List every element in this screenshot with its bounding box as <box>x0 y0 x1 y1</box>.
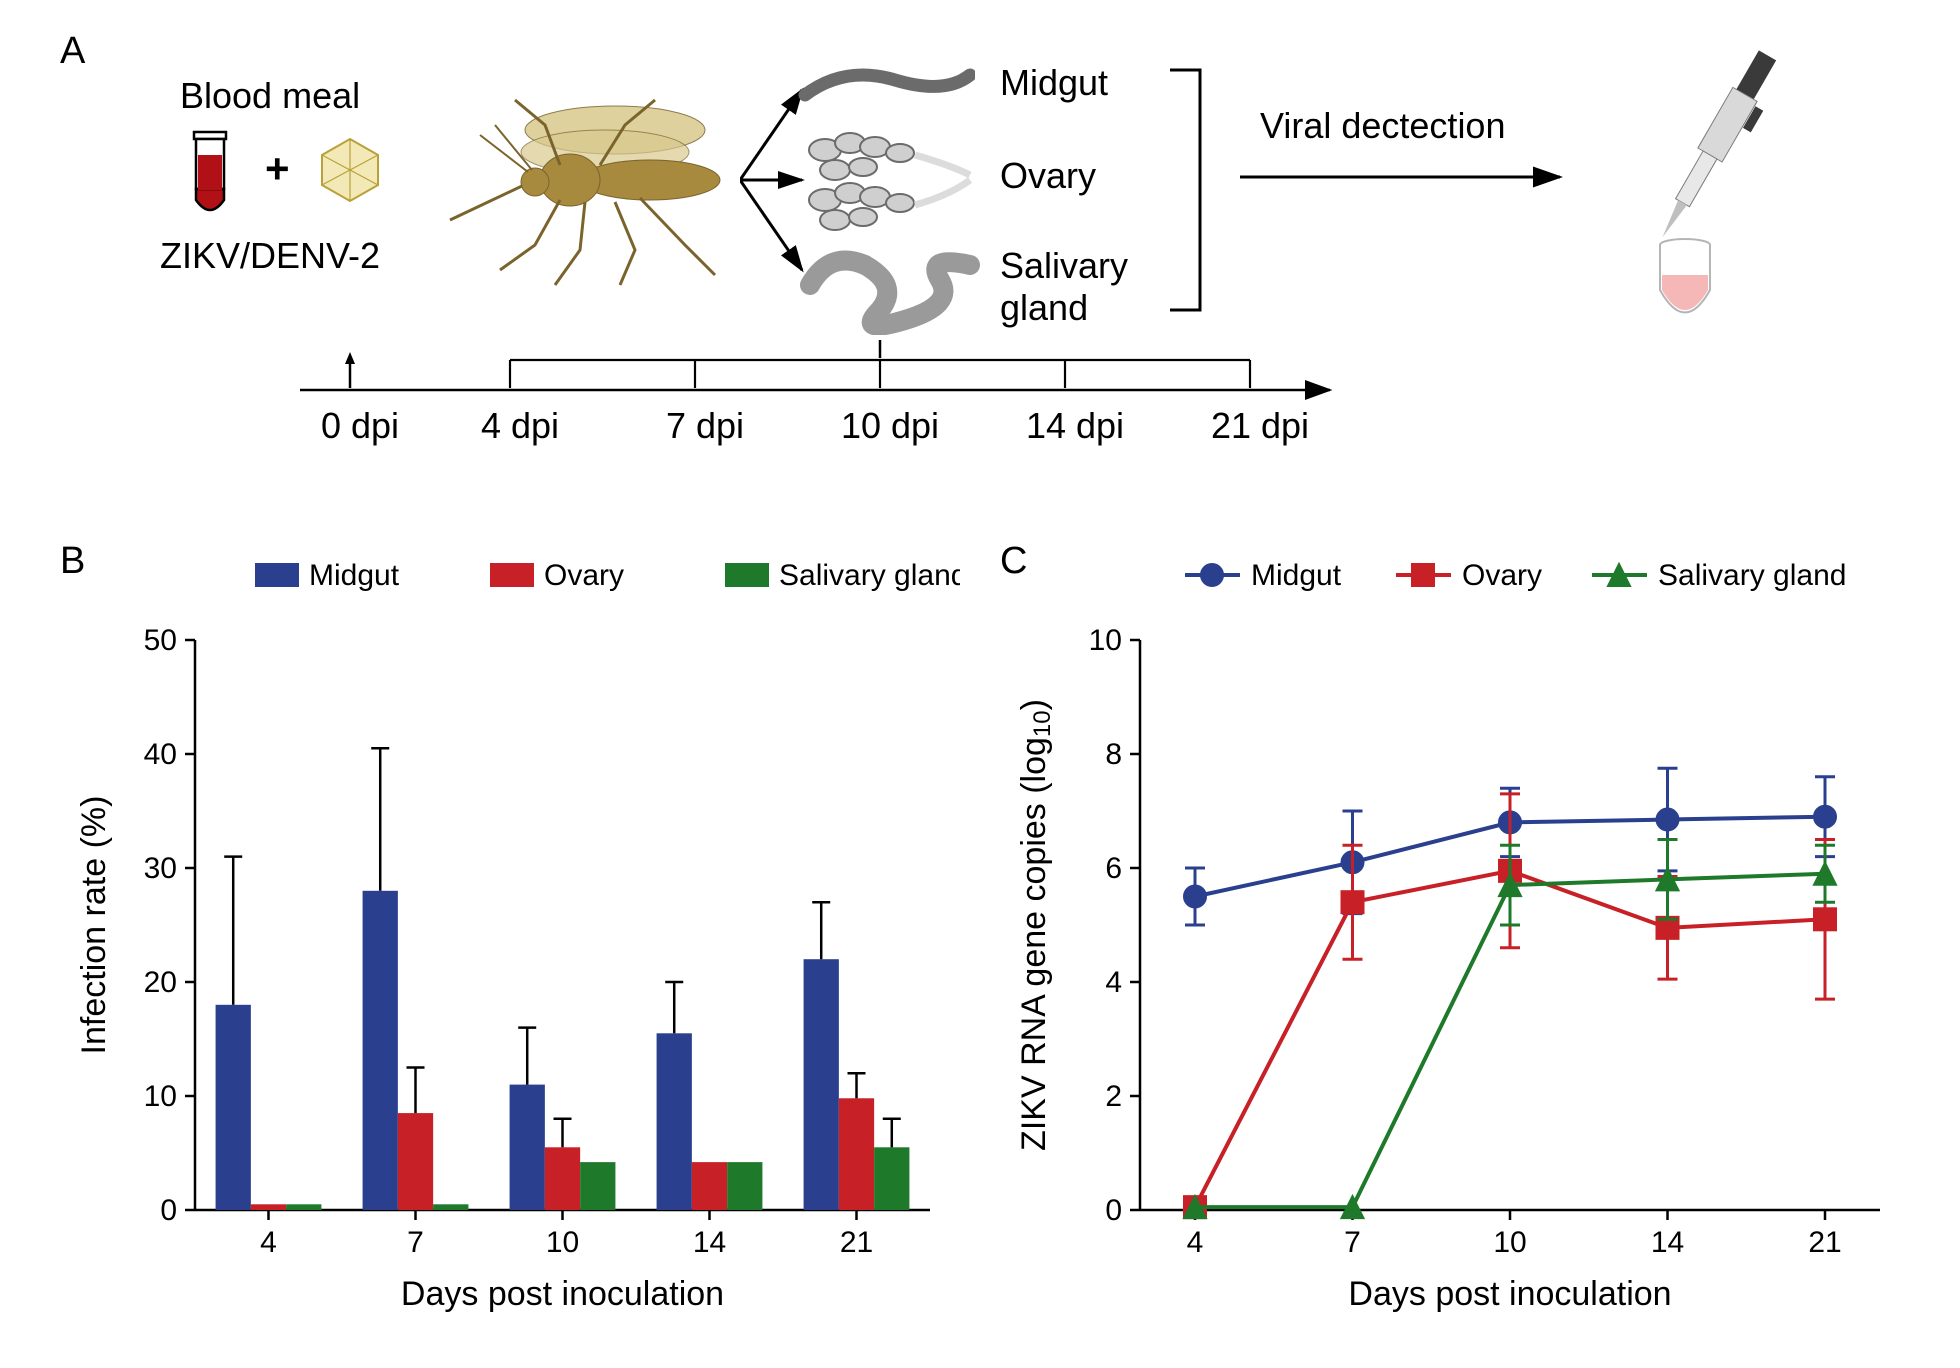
svg-text:10: 10 <box>1493 1226 1526 1259</box>
svg-text:50: 50 <box>144 624 177 657</box>
svg-text:0: 0 <box>1105 1194 1122 1227</box>
blood-meal-label: Blood meal <box>180 75 360 117</box>
panel-a-label: A <box>60 30 85 73</box>
svg-text:10: 10 <box>1089 624 1122 657</box>
timeline-tick-0: 0 dpi <box>300 405 420 447</box>
svg-text:0: 0 <box>160 1194 177 1227</box>
svg-text:21: 21 <box>1808 1226 1841 1259</box>
ovary-label: Ovary <box>1000 155 1096 197</box>
svg-text:Days post inoculation: Days post inoculation <box>401 1275 724 1313</box>
panel-b: B MidgutOvarySalivary gland0102030405047… <box>60 540 960 1340</box>
svg-text:10: 10 <box>546 1226 579 1259</box>
svg-text:4: 4 <box>1105 966 1122 999</box>
salivary-text-line1: Salivary <box>1000 245 1128 286</box>
blood-vial-icon <box>180 130 240 220</box>
svg-text:14: 14 <box>693 1226 726 1259</box>
panel-c: C MidgutOvarySalivary gland0246810471014… <box>1000 540 1920 1340</box>
svg-text:Midgut: Midgut <box>1251 559 1342 592</box>
svg-text:20: 20 <box>144 966 177 999</box>
svg-text:Salivary gland: Salivary gland <box>1658 559 1846 592</box>
svg-text:Salivary gland: Salivary gland <box>779 559 960 592</box>
svg-text:Infection rate (%): Infection rate (%) <box>75 796 113 1055</box>
svg-text:7: 7 <box>407 1226 424 1259</box>
svg-text:14: 14 <box>1651 1226 1684 1259</box>
timeline-icon <box>290 340 1350 440</box>
plus-icon: + <box>265 145 290 193</box>
salivary-label1: Salivary gland <box>1000 245 1128 329</box>
svg-text:Ovary: Ovary <box>1462 559 1542 592</box>
virus-names-label: ZIKV/DENV-2 <box>160 235 380 277</box>
tube-icon <box>1645 235 1725 345</box>
panel-a: A Blood meal + ZIKV/DENV-2 <box>60 30 1900 470</box>
svg-text:2: 2 <box>1105 1080 1122 1113</box>
svg-text:6: 6 <box>1105 852 1122 885</box>
svg-text:4: 4 <box>1187 1226 1204 1259</box>
timeline-tick-4: 14 dpi <box>1015 405 1135 447</box>
bracket-icon <box>1165 60 1235 320</box>
viral-detection-label: Viral dectection <box>1260 105 1505 147</box>
panel-c-chart: Midgut Ovary Salivary gland 0 2 4 6 8 10 4 7 10 14 21… <box>1000 540 1920 1340</box>
svg-text:7: 7 <box>1344 1226 1361 1259</box>
ovary-icon <box>795 125 995 235</box>
svg-text:40: 40 <box>144 738 177 771</box>
svg-text:Days post inoculation: Days post inoculation <box>1348 1275 1671 1313</box>
salivary-gland-icon <box>795 235 995 335</box>
midgut-icon <box>795 55 975 115</box>
svg-text:30: 30 <box>144 852 177 885</box>
salivary-text-line2: gland <box>1000 287 1088 328</box>
timeline-tick-3: 10 dpi <box>830 405 950 447</box>
virus-icon <box>315 135 385 205</box>
svg-text:10: 10 <box>144 1080 177 1113</box>
detection-arrow-icon <box>1240 165 1580 195</box>
svg-text:ZIKV RNA gene copies (log10): ZIKV RNA gene copies (log10) <box>1015 699 1056 1151</box>
mosquito-icon <box>440 70 770 290</box>
timeline-tick-1: 4 dpi <box>460 405 580 447</box>
svg-text:21: 21 <box>840 1226 873 1259</box>
midgut-label: Midgut <box>1000 62 1108 104</box>
svg-text:Midgut: Midgut <box>309 559 400 592</box>
timeline-tick-5: 21 dpi <box>1200 405 1320 447</box>
svg-text:4: 4 <box>260 1226 277 1259</box>
svg-text:Ovary: Ovary <box>544 559 624 592</box>
panel-b-chart: Midgut Ovary Salivary gland 0 10 20 30 40 50 4 7 10… <box>60 540 960 1340</box>
svg-text:8: 8 <box>1105 738 1122 771</box>
timeline-tick-2: 7 dpi <box>645 405 765 447</box>
